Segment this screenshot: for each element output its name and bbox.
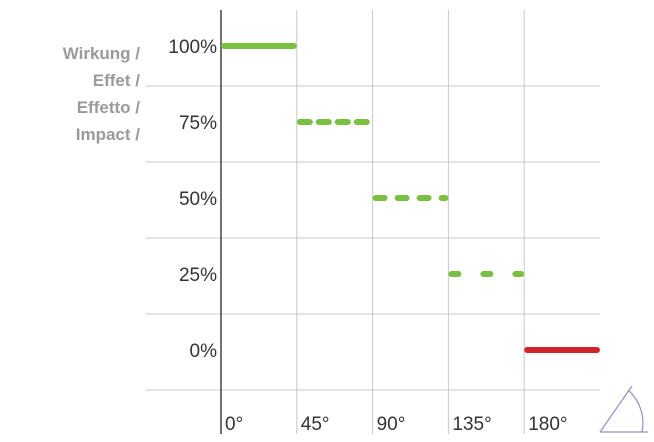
- y-axis-title-line-fr: Effet /: [92, 71, 140, 90]
- x-tick-label: 180°: [528, 414, 567, 435]
- y-axis-title: Wirkung / Effet / Effetto / Impact /: [10, 40, 140, 148]
- y-tick-label: 0%: [190, 341, 218, 362]
- x-tick-label: 0°: [225, 414, 243, 435]
- x-tick-label: 135°: [452, 414, 491, 435]
- angle-icon-arc: [627, 389, 644, 433]
- y-tick-label: 100%: [168, 37, 217, 58]
- grid-layer: [146, 10, 600, 434]
- y-axis-title-line-de: Wirkung /: [62, 44, 140, 63]
- series-layer: [221, 43, 600, 353]
- y-tick-label: 25%: [179, 265, 217, 286]
- y-axis-title-line-en: Impact /: [75, 125, 140, 144]
- y-axis-title-line-it: Effetto /: [76, 98, 140, 117]
- x-tick-label: 90°: [377, 414, 406, 435]
- y-tick-label: 75%: [179, 113, 217, 134]
- angle-icon-ray: [599, 385, 633, 433]
- tick-label-layer: 100% 75% 50% 25% 0% 0° 45° 90° 135° 180°: [168, 37, 567, 435]
- x-tick-label: 45°: [301, 414, 330, 435]
- angle-protractor-icon: [599, 385, 648, 433]
- y-tick-label: 50%: [179, 189, 217, 210]
